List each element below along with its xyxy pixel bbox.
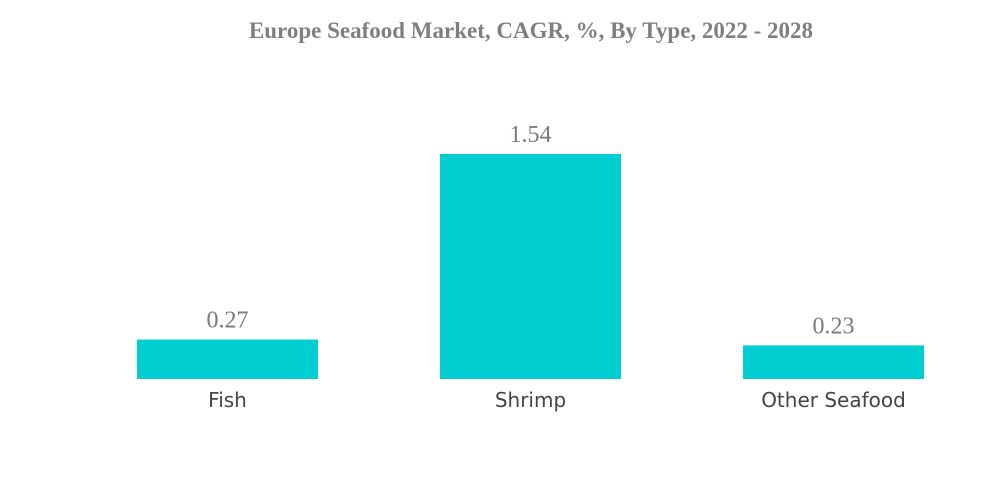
category-label-fish: Fish [208, 388, 247, 412]
bars-group [137, 154, 924, 379]
category-labels-group: Fish Shrimp Other Seafood [208, 388, 906, 412]
value-labels-group: 0.27 1.54 0.23 [207, 122, 855, 339]
value-label-shrimp: 1.54 [510, 122, 552, 148]
bar-other-seafood [743, 345, 924, 379]
value-label-fish: 0.27 [207, 308, 249, 334]
bar-shrimp [440, 154, 621, 379]
category-label-shrimp: Shrimp [495, 388, 566, 412]
bar-fish [137, 339, 318, 379]
chart-title: Europe Seafood Market, CAGR, %, By Type,… [249, 18, 813, 43]
category-label-other-seafood: Other Seafood [761, 388, 906, 412]
value-label-other-seafood: 0.23 [813, 313, 855, 339]
